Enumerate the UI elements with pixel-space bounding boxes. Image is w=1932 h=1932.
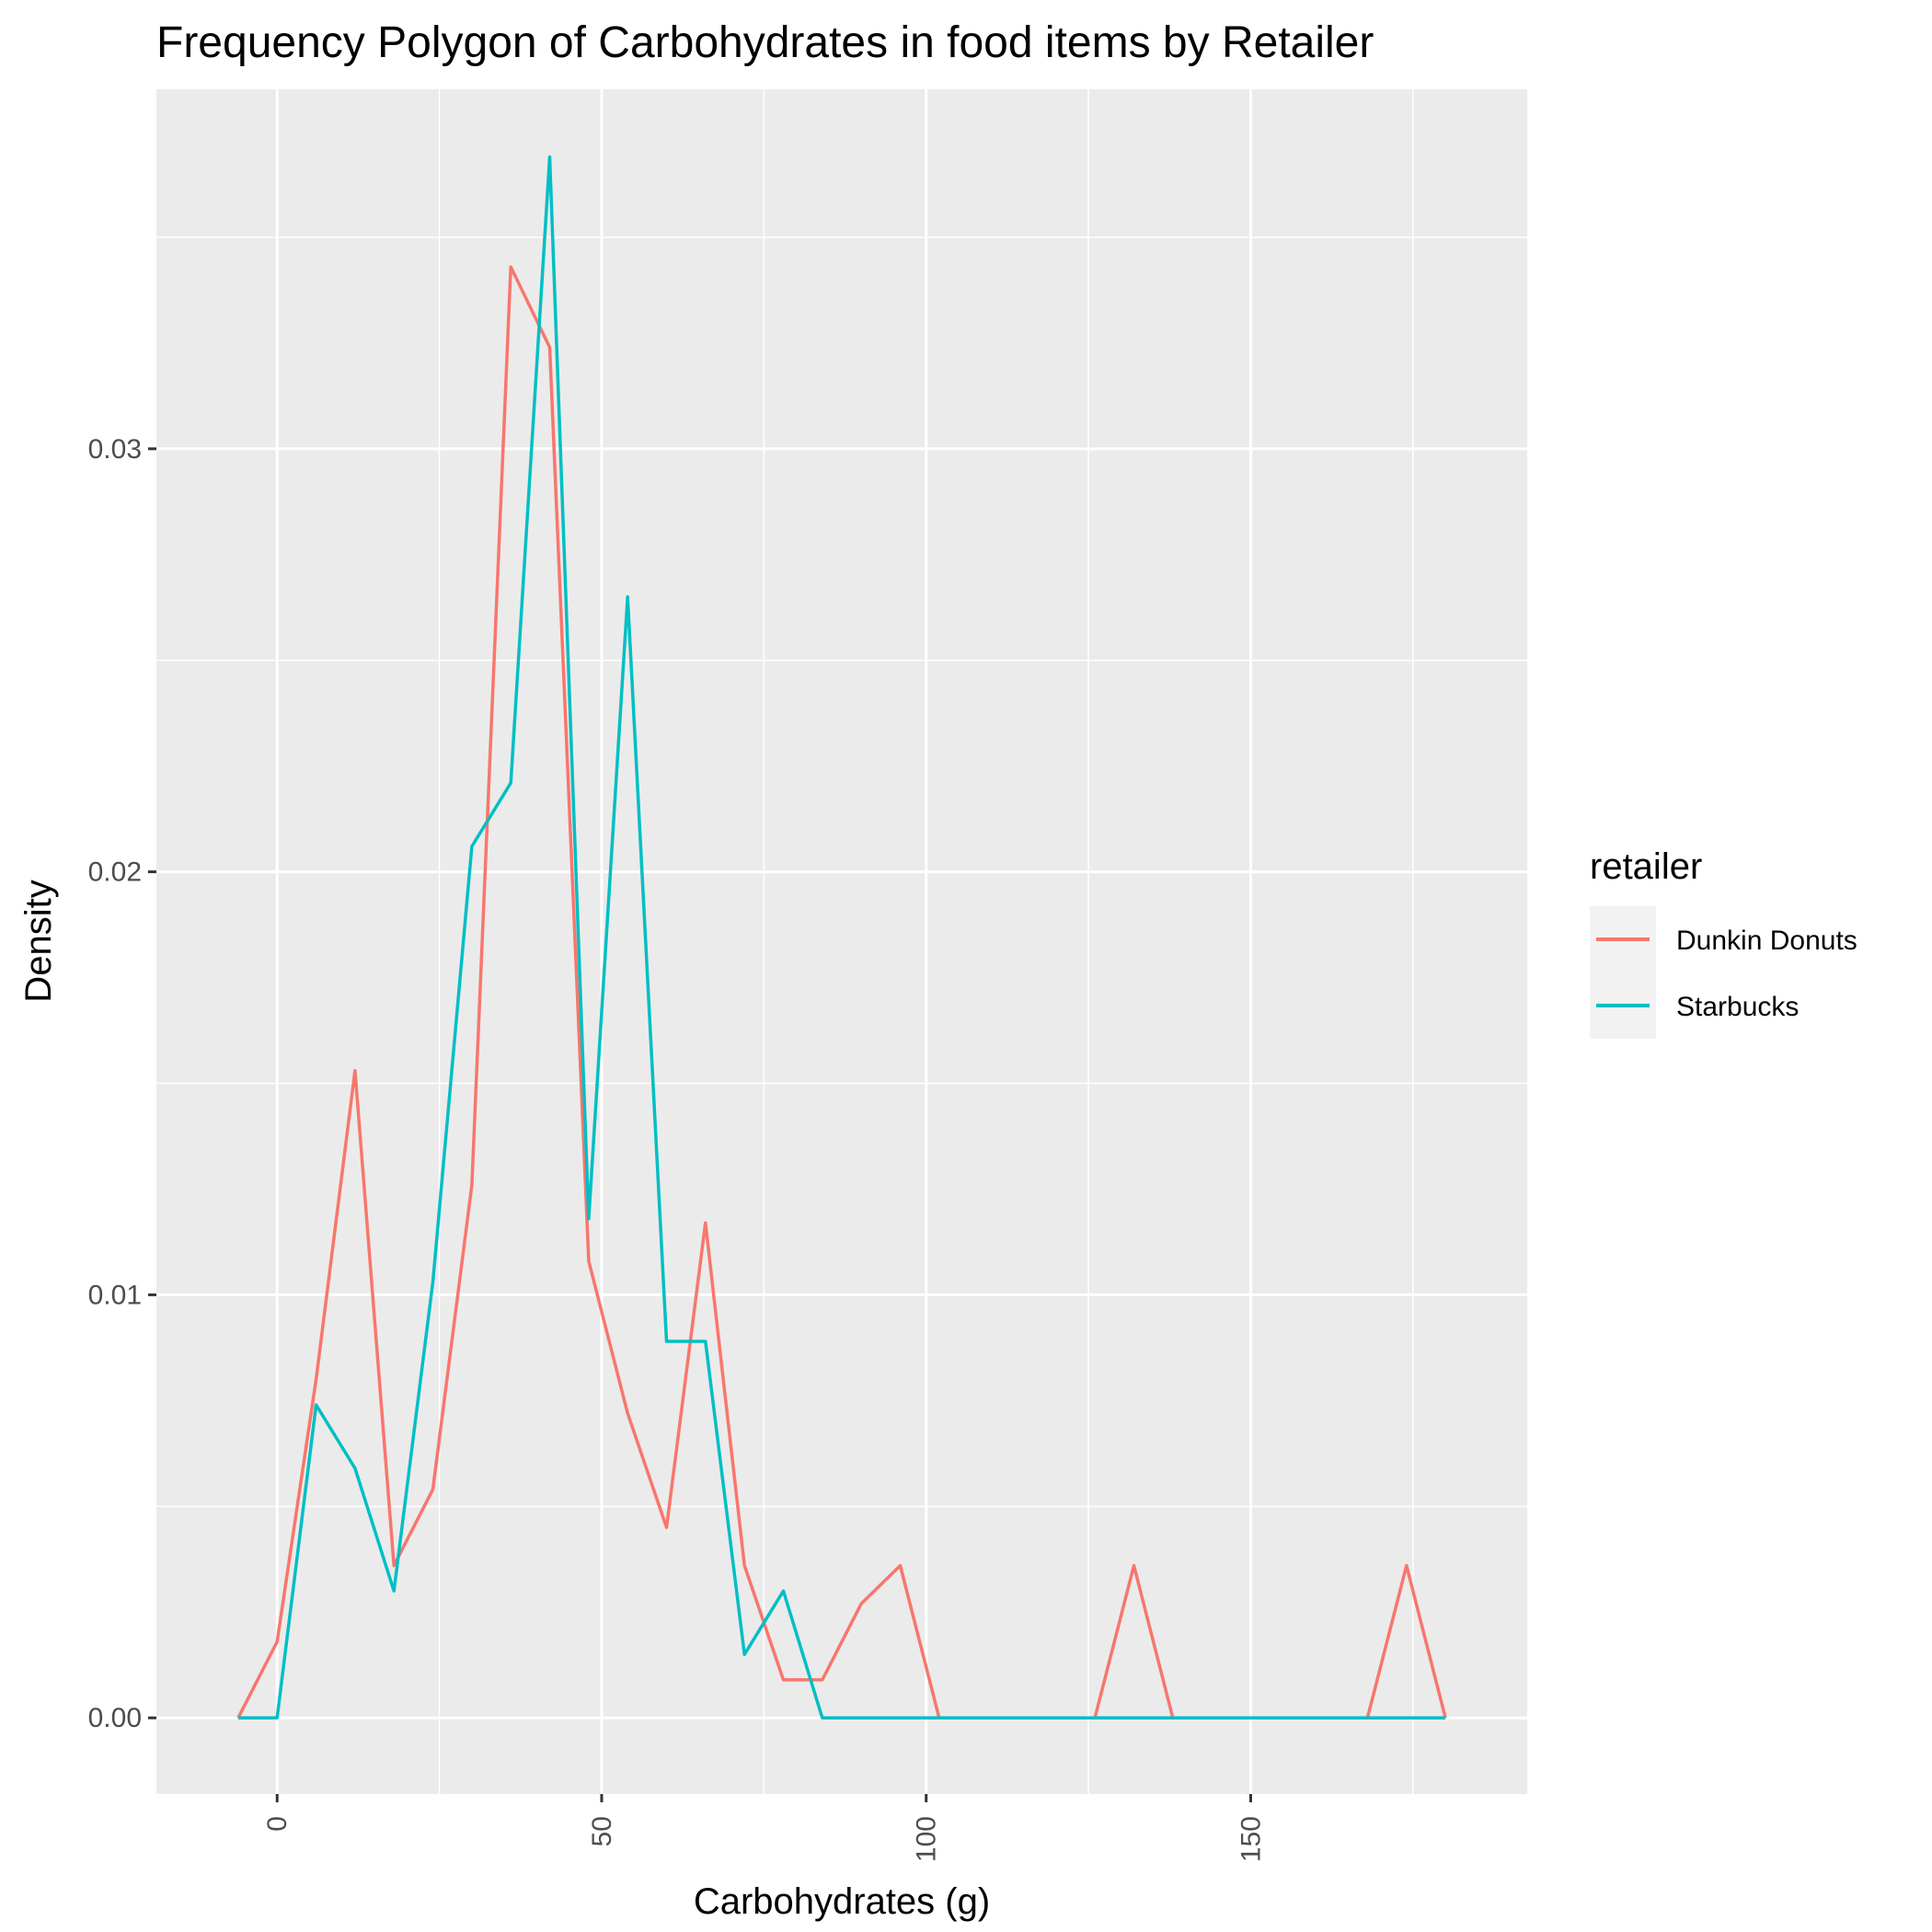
x-tick-label: 150: [1236, 1816, 1266, 1862]
chart-title: Frequency Polygon of Carbohydrates in fo…: [156, 18, 1374, 67]
legend: retailer Dunkin Donuts Starbucks: [1590, 846, 1857, 1039]
series-lines: [236, 155, 1447, 1719]
legend-label-dunkin-donuts: Dunkin Donuts: [1676, 926, 1857, 956]
y-axis: 0.00 0.01 0.02 0.03: [88, 434, 156, 1733]
y-tick-label: 0.00: [88, 1703, 142, 1733]
legend-key-bg: [1590, 906, 1656, 1039]
y-tick-label: 0.02: [88, 857, 142, 888]
y-tick-label: 0.03: [88, 434, 142, 465]
x-axis-title: Carbohydrates (g): [694, 1881, 990, 1922]
y-axis-title: Density: [18, 880, 59, 1002]
x-tick-label: 50: [587, 1816, 617, 1846]
series-line-starbucks: [237, 155, 1446, 1719]
x-tick-label: 100: [912, 1816, 942, 1862]
grid-minor: [156, 89, 1527, 1794]
y-tick-label: 0.01: [88, 1280, 142, 1310]
legend-label-starbucks: Starbucks: [1676, 992, 1799, 1022]
x-axis: 0 50 100 150: [262, 1794, 1266, 1862]
x-tick-label: 0: [262, 1816, 293, 1832]
legend-title: retailer: [1590, 846, 1702, 887]
plot-panel: [156, 89, 1527, 1794]
